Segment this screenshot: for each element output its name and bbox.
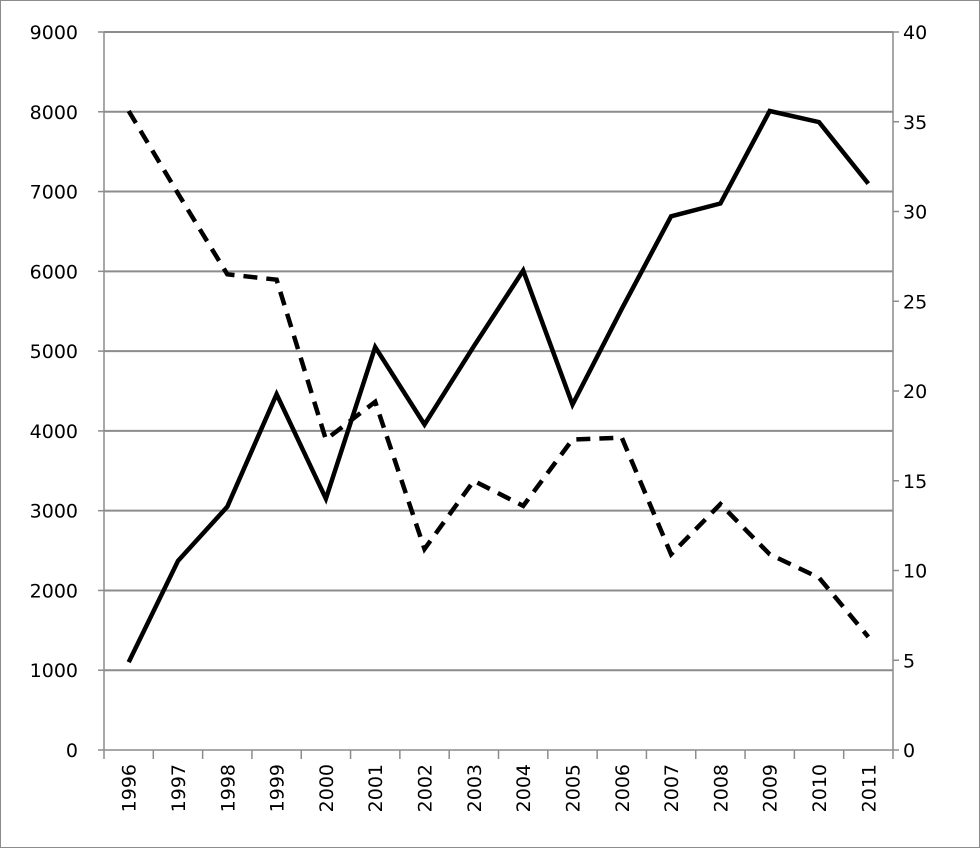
x-tick-label: 2009 xyxy=(760,764,782,812)
x-tick-label: 2011 xyxy=(858,764,880,812)
gridlines xyxy=(104,31,893,672)
y2-tick-label: 15 xyxy=(903,471,927,493)
series-lines xyxy=(126,108,871,664)
y-axis-left-ticks: 0 1000 2000 3000 4000 5000 6000 7000 8000 9000 xyxy=(30,22,78,762)
y-tick-label: 0 xyxy=(66,740,78,762)
x-tick-label: 2005 xyxy=(562,764,584,812)
x-tick-label: 2006 xyxy=(612,764,634,812)
y2-tick-label: 25 xyxy=(903,291,927,313)
axes xyxy=(98,31,899,759)
y2-tick-label: 35 xyxy=(903,112,927,134)
x-tick-label: 2000 xyxy=(316,764,338,812)
y-tick-label: 3000 xyxy=(30,501,78,523)
x-tick-label: 2010 xyxy=(809,764,831,812)
y2-tick-label: 20 xyxy=(903,381,927,403)
x-tick-label: 2002 xyxy=(415,764,437,812)
x-tick-label: 2004 xyxy=(513,764,535,812)
x-tick-label: 2008 xyxy=(710,764,732,812)
y-tick-label: 4000 xyxy=(30,421,78,443)
x-tick-label: 1999 xyxy=(267,764,289,812)
y2-tick-label: 5 xyxy=(903,650,915,672)
y-tick-label: 9000 xyxy=(30,22,78,44)
x-tick-label: 2001 xyxy=(365,764,387,812)
series-line-solid xyxy=(126,108,871,664)
y2-tick-label: 10 xyxy=(903,561,927,583)
x-tick-label: 2003 xyxy=(464,764,486,812)
y-tick-label: 5000 xyxy=(30,341,78,363)
x-axis-ticks: 1996 1997 1998 1999 2000 2001 2002 2003 2004 2005… xyxy=(119,764,881,812)
x-tick-label: 2007 xyxy=(661,764,683,812)
x-tick-label: 1996 xyxy=(119,764,141,812)
y-tick-label: 2000 xyxy=(30,580,78,602)
y2-tick-label: 0 xyxy=(903,740,915,762)
y-tick-label: 8000 xyxy=(30,102,78,124)
x-tick-label: 1998 xyxy=(217,764,239,812)
y2-tick-label: 40 xyxy=(903,22,927,44)
y-axis-right-ticks: 0 5 10 15 20 25 30 35 40 xyxy=(903,22,927,762)
y-tick-label: 1000 xyxy=(30,660,78,682)
y2-tick-label: 30 xyxy=(903,202,927,224)
y-tick-label: 6000 xyxy=(30,261,78,283)
y-tick-label: 7000 xyxy=(30,182,78,204)
x-tick-label: 1997 xyxy=(168,764,190,812)
series-line-dashed xyxy=(126,109,871,639)
